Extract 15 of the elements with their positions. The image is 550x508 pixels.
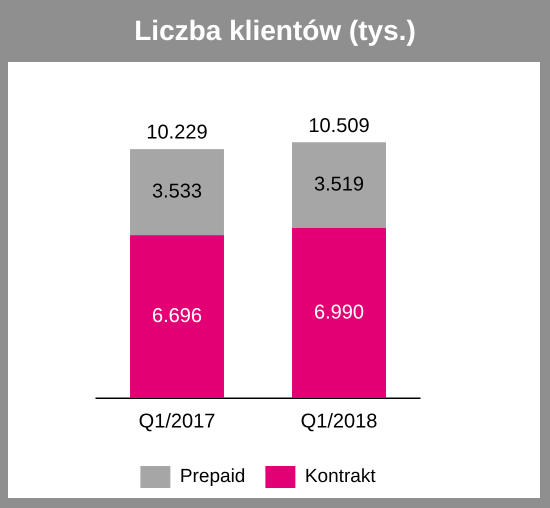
bar — [130, 149, 224, 236]
data-label: 3.519 — [314, 174, 364, 196]
legend-label: Prepaid — [180, 466, 246, 488]
bar — [292, 142, 386, 228]
x-tick-label: Q1/2018 — [300, 410, 378, 433]
chart-title: Liczba klientów (tys.) — [133, 14, 417, 48]
legend-label: Kontrakt — [304, 466, 376, 488]
data-label: 6.990 — [314, 301, 364, 324]
bar — [130, 235, 224, 398]
total-label: 10.229 — [146, 122, 208, 144]
data-label: 6.696 — [152, 305, 202, 328]
bar — [292, 228, 386, 398]
total-label: 10.509 — [308, 114, 370, 137]
data-label: 3.533 — [152, 180, 202, 203]
x-tick-label: Q1/2017 — [138, 410, 216, 433]
